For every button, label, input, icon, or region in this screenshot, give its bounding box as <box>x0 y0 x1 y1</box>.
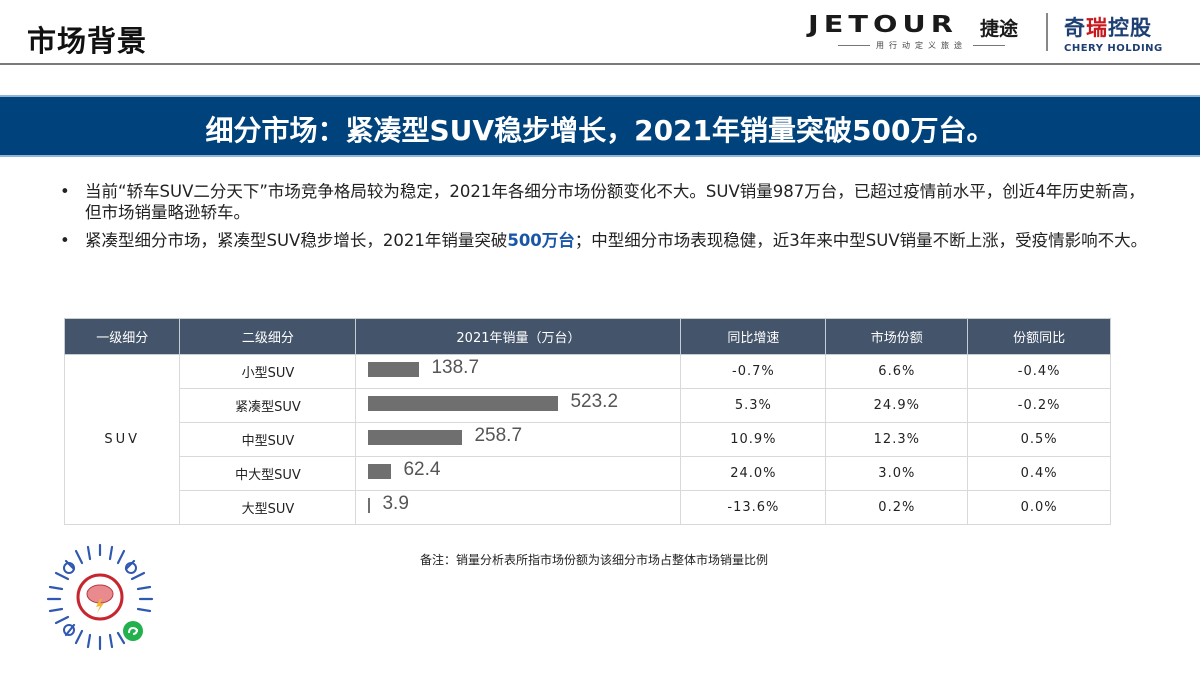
share-cell: 12.3% <box>825 422 969 457</box>
share-yoy-cell: 0.0% <box>967 490 1111 525</box>
bullet-item: • 当前“轿车SUV二分天下”市场竞争格局较为稳定，2021年各细分市场份额变化… <box>60 181 1160 223</box>
jetour-logo: JETOUR 捷途 用行动定义旅途 <box>808 12 1030 52</box>
segment-cell: 中型SUV <box>179 422 357 457</box>
growth-cell: 24.0% <box>680 456 827 491</box>
sales-value: 3.9 <box>382 492 409 514</box>
share-cell: 24.9% <box>825 388 969 423</box>
bullet-text: ；中型细分市场表现稳健，近3年来中型SUV销量不断上涨，受疫情影响不大。 <box>574 231 1148 250</box>
share-yoy-cell: -0.2% <box>967 388 1111 423</box>
sales-bar-cell: 3.9 <box>355 490 682 525</box>
mini-program-qr-code-icon[interactable] <box>44 541 156 653</box>
header-growth: 同比增速 <box>680 318 827 355</box>
header-level2: 二级细分 <box>179 318 357 355</box>
sales-value: 62.4 <box>403 458 441 480</box>
share-yoy-cell: -0.4% <box>967 354 1111 389</box>
growth-cell: -0.7% <box>680 354 827 389</box>
bullet-list: • 当前“轿车SUV二分天下”市场竞争格局较为稳定，2021年各细分市场份额变化… <box>60 181 1160 258</box>
sales-bar-cell: 523.2 <box>355 388 682 423</box>
share-yoy-cell: 0.5% <box>967 422 1111 457</box>
header-sales: 2021年销量（万台） <box>355 318 682 355</box>
chery-cn-name: 奇瑞控股 <box>1064 16 1152 40</box>
logo-divider <box>1046 13 1048 51</box>
highlight-text: 500万台 <box>507 231 575 250</box>
share-cell: 0.2% <box>825 490 969 525</box>
header-level1: 一级细分 <box>63 318 181 355</box>
table-header-row: 一级细分 二级细分 2021年销量（万台） 同比增速 市场份额 份额同比 <box>63 318 1111 355</box>
sales-bar <box>368 498 371 513</box>
sales-bar <box>368 430 463 445</box>
footnote: 备注：销量分析表所指市场份额为该细分市场占整体市场销量比例 <box>420 553 769 567</box>
share-cell: 6.6% <box>825 354 969 389</box>
table-row: 大型SUV 3.9 -13.6% 0.2% 0.0% <box>65 490 1111 525</box>
suv-segment-table: 一级细分 二级细分 2021年销量（万台） 同比增速 市场份额 份额同比 SUV… <box>63 318 1111 525</box>
table-row: 中型SUV 258.7 10.9% 12.3% 0.5% <box>65 422 1111 457</box>
sales-bar-cell: 138.7 <box>355 354 682 389</box>
bullet-text: 紧凑型细分市场，紧凑型SUV稳步增长，2021年销量突破 <box>85 231 508 250</box>
header-share-yoy: 份额同比 <box>967 318 1111 355</box>
growth-cell: -13.6% <box>680 490 827 525</box>
sales-bar-cell: 62.4 <box>355 456 682 491</box>
segment-cell: 中大型SUV <box>179 456 357 491</box>
header-share: 市场份额 <box>825 318 969 355</box>
sales-value: 138.7 <box>431 356 480 378</box>
jetour-slogan: 用行动定义旅途 <box>832 40 1011 51</box>
growth-cell: 5.3% <box>680 388 827 423</box>
group-cell: SUV <box>63 354 181 525</box>
segment-cell: 大型SUV <box>179 490 357 525</box>
jetour-cn-name: 捷途 <box>980 18 1019 40</box>
header-divider <box>0 63 1200 65</box>
growth-cell: 10.9% <box>680 422 827 457</box>
sales-value: 523.2 <box>570 390 619 412</box>
jetour-wordmark: JETOUR <box>808 12 958 38</box>
sales-value: 258.7 <box>474 424 523 446</box>
bullet-item: • 紧凑型细分市场，紧凑型SUV稳步增长，2021年销量突破500万台；中型细分… <box>60 230 1160 251</box>
sales-bar-cell: 258.7 <box>355 422 682 457</box>
bullet-text: 当前“轿车SUV二分天下”市场竞争格局较为稳定，2021年各细分市场份额变化不大… <box>85 182 1145 222</box>
headline-text: 细分市场：紧凑型SUV稳步增长，2021年销量突破500万台。 <box>205 114 995 147</box>
bullet-dot-icon: • <box>60 231 70 250</box>
table-row: 紧凑型SUV 523.2 5.3% 24.9% -0.2% <box>65 388 1111 423</box>
segment-cell: 小型SUV <box>179 354 357 389</box>
segment-cell: 紧凑型SUV <box>179 388 357 423</box>
bullet-dot-icon: • <box>60 182 70 201</box>
table-row: SUV 小型SUV 138.7 -0.7% 6.6% -0.4% <box>63 354 1111 525</box>
sales-bar <box>368 464 392 479</box>
sales-bar <box>368 396 559 411</box>
share-yoy-cell: 0.4% <box>967 456 1111 491</box>
share-cell: 3.0% <box>825 456 969 491</box>
headline-banner: 细分市场：紧凑型SUV稳步增长，2021年销量突破500万台。 <box>0 95 1200 157</box>
chery-holding-logo: 奇瑞控股 CHERY HOLDING <box>1064 12 1184 54</box>
table-row: 中大型SUV 62.4 24.0% 3.0% 0.4% <box>65 456 1111 491</box>
chery-en-name: CHERY HOLDING <box>1064 43 1163 54</box>
page-title: 市场背景 <box>27 24 148 58</box>
sales-bar <box>368 362 420 377</box>
